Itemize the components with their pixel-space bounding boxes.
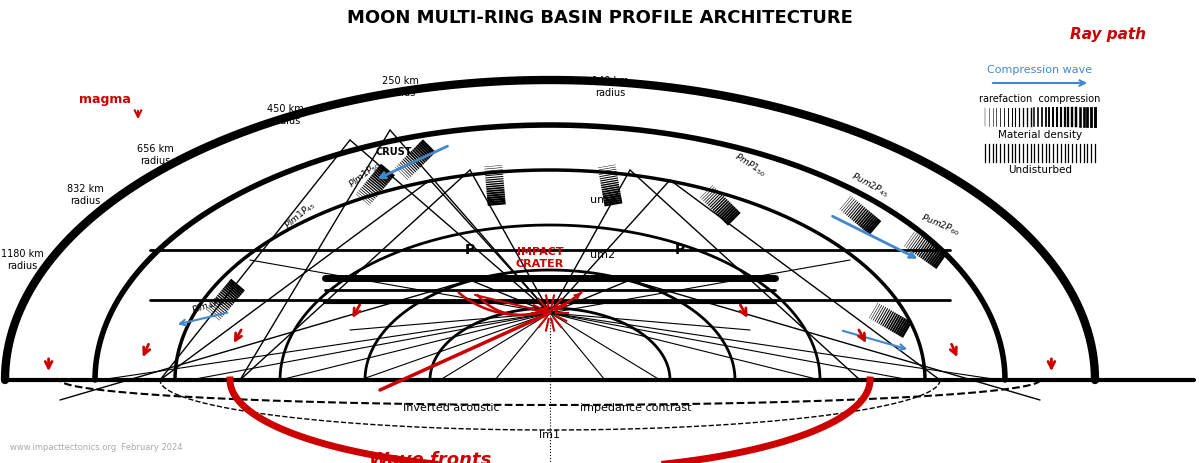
Text: 450 km
radius: 450 km radius <box>266 104 303 126</box>
Text: magma: magma <box>79 94 131 106</box>
Text: CRUST: CRUST <box>375 147 411 157</box>
Text: 140 km
radius: 140 km radius <box>591 76 628 98</box>
Text: 250 km
radius: 250 km radius <box>381 76 418 98</box>
Text: P: P <box>675 243 685 257</box>
Text: $Plm1P_{50}$: $Plm1P_{50}$ <box>347 158 384 192</box>
Text: rarefaction  compression: rarefaction compression <box>980 94 1101 104</box>
Text: Compression wave: Compression wave <box>988 65 1092 75</box>
Text: MOON MULTI-RING BASIN PROFILE ARCHITECTURE: MOON MULTI-RING BASIN PROFILE ARCHITECTU… <box>347 9 852 27</box>
Text: impedance contrast: impedance contrast <box>580 403 692 413</box>
Text: 656 km
radius: 656 km radius <box>137 144 174 166</box>
Text: $Plm1P_{60}$: $Plm1P_{60}$ <box>191 293 230 317</box>
Text: Inverted acoustic: Inverted acoustic <box>403 403 500 413</box>
Text: IMPACT
CRATER: IMPACT CRATER <box>516 247 564 269</box>
Text: www.impacttectonics.org  February 2024: www.impacttectonics.org February 2024 <box>10 444 182 452</box>
Text: Material density: Material density <box>998 130 1081 140</box>
Text: Ray path: Ray path <box>1070 27 1146 43</box>
Text: lm1: lm1 <box>540 430 560 440</box>
Text: $PmP1_{50}$: $PmP1_{50}$ <box>731 150 769 180</box>
Text: $Pum2P_{60}$: $Pum2P_{60}$ <box>918 212 962 238</box>
Text: P: P <box>465 243 475 257</box>
Text: 1180 km
radius: 1180 km radius <box>1 249 43 271</box>
Text: um2: um2 <box>590 250 615 260</box>
Text: $Pum2P_{45}$: $Pum2P_{45}$ <box>849 170 891 200</box>
Text: um1: um1 <box>590 195 615 205</box>
Text: Undisturbed: Undisturbed <box>1008 165 1072 175</box>
Text: $Plm1P_{45}$: $Plm1P_{45}$ <box>282 198 318 232</box>
Text: Wave fronts: Wave fronts <box>369 451 492 463</box>
Text: 832 km
radius: 832 km radius <box>67 184 103 206</box>
